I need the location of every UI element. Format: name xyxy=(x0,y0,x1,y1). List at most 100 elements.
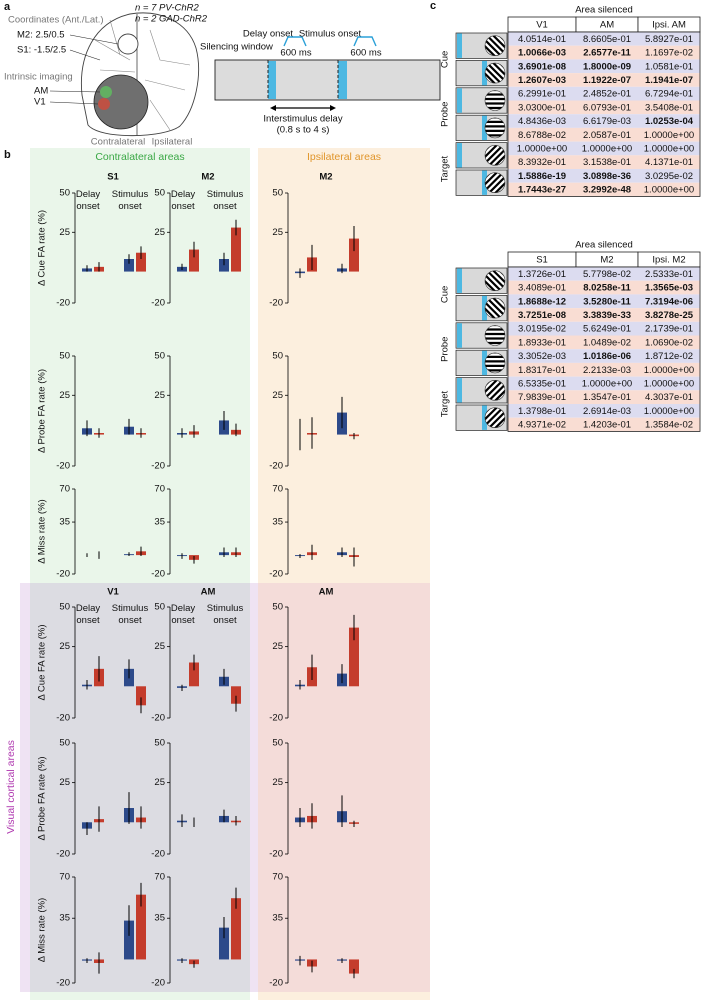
v1-map xyxy=(98,98,110,110)
group-label: Ipsilateral areas xyxy=(307,151,381,163)
y-tick-label: 35 xyxy=(154,913,165,924)
grating-stripe xyxy=(485,271,505,291)
group-label: Probe xyxy=(440,102,451,127)
grating-stripe xyxy=(485,270,505,291)
category-label: Stimulus onset xyxy=(207,603,244,626)
group-label: Cue xyxy=(440,286,451,303)
p-value: 8.6788e-02 xyxy=(518,130,566,141)
contra-label: Contralateral xyxy=(91,137,145,148)
y-tick-label: -20 xyxy=(269,569,283,580)
y-tick-label: 25 xyxy=(272,227,283,238)
pulse-icon xyxy=(283,36,307,47)
ipsi-label: Ipsilateral xyxy=(152,137,193,148)
y-tick-label: 25 xyxy=(59,777,70,788)
p-value: 3.0295e-02 xyxy=(645,171,693,182)
y-tick-label: 50 xyxy=(59,188,70,199)
row-bg xyxy=(508,141,700,156)
coord-title: Coordinates (Ant./Lat.) xyxy=(8,15,104,26)
grating-edge xyxy=(484,117,506,139)
p-value: 4.8436e-03 xyxy=(518,116,566,127)
y-tick-label: -20 xyxy=(151,713,165,724)
row-bg xyxy=(508,114,700,128)
icon-light xyxy=(482,405,487,430)
p-value: 3.4089e-01 xyxy=(518,283,566,294)
p-value: 2.6914e-03 xyxy=(583,406,631,417)
y-tick-label: -20 xyxy=(56,849,70,860)
panel-label: a xyxy=(4,1,11,13)
visual-ipsi-bg xyxy=(258,583,430,992)
bar xyxy=(349,959,359,974)
stimulus-icon xyxy=(455,267,508,294)
grating-stripe xyxy=(485,36,505,56)
brain-areas xyxy=(94,19,191,131)
grating xyxy=(485,117,505,138)
p-value: 2.4852e-01 xyxy=(583,89,631,100)
column-title: V1 xyxy=(107,587,119,598)
grating-stripe xyxy=(485,407,505,428)
p-value: 1.8688e-12 xyxy=(518,296,566,307)
y-tick-label: -20 xyxy=(269,298,283,309)
p-value: 4.9371e-02 xyxy=(518,420,566,431)
grating-stripe xyxy=(485,298,505,319)
column-header: V1 xyxy=(536,20,548,31)
y-tick-label: 25 xyxy=(272,641,283,652)
row-bg xyxy=(508,32,700,46)
category-label: Delay onset xyxy=(171,189,196,212)
row-bg xyxy=(508,417,700,432)
bar xyxy=(124,259,134,272)
icon-light xyxy=(457,143,462,168)
p-value: 1.2607e-03 xyxy=(518,75,566,86)
icon-light xyxy=(482,60,487,86)
p-value: 1.1922e-07 xyxy=(583,75,631,86)
p-value: 1.3798e-01 xyxy=(518,406,566,417)
row-bg xyxy=(508,294,700,309)
y-tick-label: 50 xyxy=(154,351,165,362)
grating-edge xyxy=(484,90,506,111)
p-value: 1.1697e-02 xyxy=(645,48,693,59)
grating-stripe xyxy=(485,380,505,401)
y-tick-label: 50 xyxy=(272,738,283,749)
p-value: 1.0000e+00 xyxy=(582,378,632,389)
p-value: 3.0898e-36 xyxy=(583,171,631,182)
panel-label: b xyxy=(4,149,11,161)
row-bg xyxy=(508,335,700,350)
p-value: 5.7798e-02 xyxy=(583,269,631,280)
grating-stripe xyxy=(485,172,505,193)
y-tick-label: 50 xyxy=(154,602,165,613)
y-axis-label: Δ Miss rate (%) xyxy=(37,499,48,563)
p-value: 1.4203e-01 xyxy=(583,420,631,431)
p-value: 1.8317e-01 xyxy=(518,365,566,376)
v1-label: V1 xyxy=(34,97,46,108)
row-bg xyxy=(508,308,700,322)
grating xyxy=(485,90,505,111)
y-tick-label: 25 xyxy=(59,227,70,238)
y-tick-label: 50 xyxy=(154,188,165,199)
n-gad: n = 2 GAD-ChR2 xyxy=(135,14,208,25)
p-value: 3.5408e-01 xyxy=(645,102,693,113)
p-value: 1.5886e-19 xyxy=(518,171,566,182)
group-label: Contralateral areas xyxy=(95,151,184,163)
p-value: 1.8933e-01 xyxy=(518,337,566,348)
p-value: 1.3565e-03 xyxy=(645,283,693,294)
column-header: M2 xyxy=(600,255,613,266)
group-label: Visual cortical areas xyxy=(5,740,17,834)
y-axis-label: Δ Cue FA rate (%) xyxy=(37,210,48,286)
y-axis-label: Δ Probe FA rate (%) xyxy=(37,369,48,453)
y-tick-label: -20 xyxy=(56,298,70,309)
icon-light xyxy=(457,268,462,293)
category-label: Stimulus onset xyxy=(112,189,149,212)
icon-light xyxy=(482,115,487,141)
p-value: 1.0690e-02 xyxy=(645,337,693,348)
category-label: Stimulus onset xyxy=(207,189,244,212)
stimulus-icon xyxy=(455,169,508,196)
y-tick-label: -20 xyxy=(56,978,70,989)
p-value: 6.0793e-01 xyxy=(583,102,631,113)
y-tick-label: 50 xyxy=(272,602,283,613)
y-tick-label: 50 xyxy=(59,738,70,749)
y-tick-label: 25 xyxy=(59,641,70,652)
row-bg xyxy=(508,390,700,404)
p-value: 1.7443e-27 xyxy=(518,185,566,196)
p-value: 3.8278e-25 xyxy=(645,310,694,321)
p-value: 1.0000e+00 xyxy=(644,143,694,154)
bar xyxy=(124,920,134,960)
